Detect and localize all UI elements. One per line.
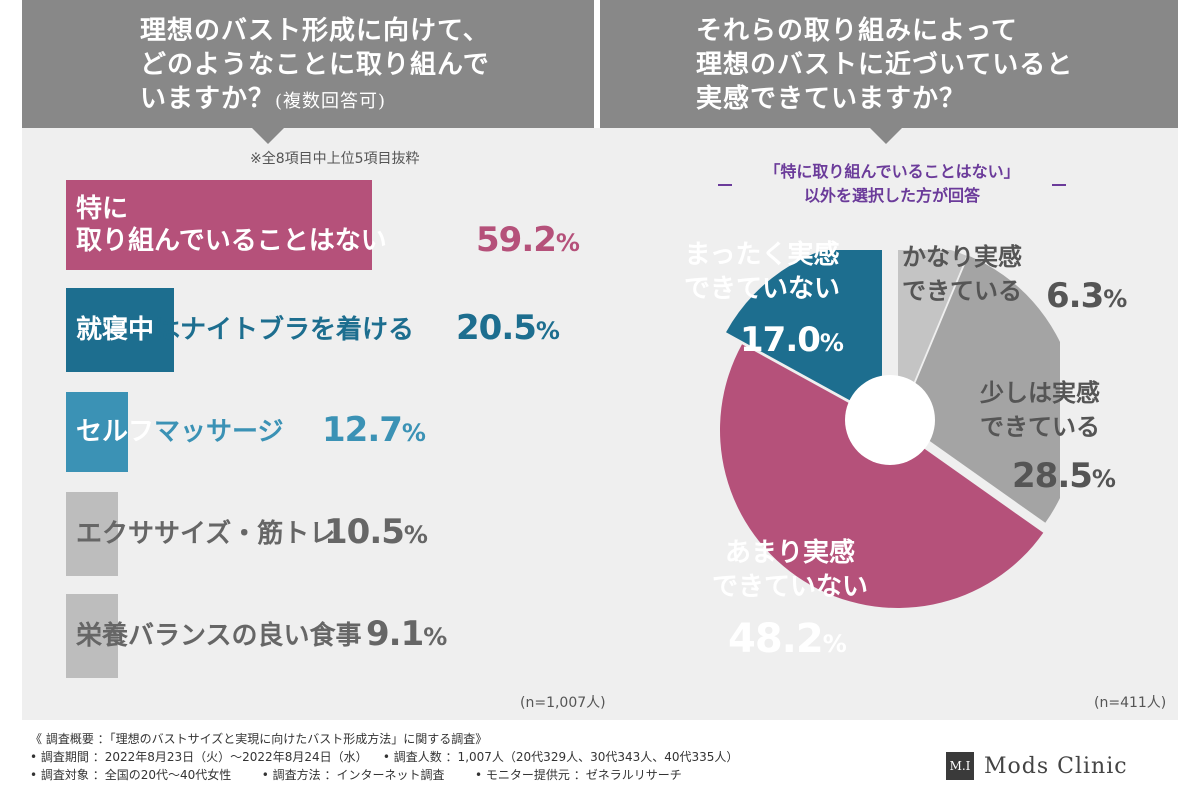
pie-hole	[845, 375, 935, 465]
pie-slice-1	[898, 250, 967, 420]
bar-value-3: 12.7%	[322, 410, 426, 450]
footer-line-3: • 調査対象 ：全国の20代〜40代女性 • 調査方法 ：インターネット調査 •…	[30, 768, 682, 782]
footer-line-2: • 調査期間 ：2022年8月23日（火）〜2022年8月24日（水） • 調査…	[30, 750, 739, 764]
bar-5	[66, 594, 118, 678]
bar-4	[66, 492, 118, 576]
pie-note: 「特に取り組んでいることはない」 以外を選択した方が回答	[764, 162, 1020, 205]
pie-label-2: 少しは実感 できている	[980, 379, 1100, 441]
pie-slice-4	[726, 250, 882, 418]
pie-note-dash-right	[1052, 184, 1066, 186]
pie-slice-3	[720, 344, 1044, 608]
left-question-title: 理想のバスト形成に向けて、 どのようなことに取り組んで いますか？(複数回答可)	[140, 16, 490, 114]
left-note: ※全8項目中上位5項目抜粋	[250, 151, 420, 167]
bar-label-on-3: セルフ	[76, 417, 155, 447]
right-header-arrow	[870, 128, 902, 144]
bar-value-4: 10.5%	[324, 512, 428, 552]
bar-2	[66, 288, 174, 372]
bar-1	[66, 180, 372, 270]
left-question-header: 理想のバスト形成に向けて、 どのようなことに取り組んで いますか？(複数回答可)	[22, 0, 594, 144]
right-question-title: それらの取り組みによって 理想のバストに近づいていると 実感できていますか？	[696, 16, 1074, 114]
bar-label-off-5: 栄養バランスの良い食事	[76, 621, 362, 651]
bar-value-2: 20.5%	[456, 308, 560, 348]
footer-line-1: 《 調査概要 ：「理想のバストサイズと実現に向けたバスト形成方法」に関する調査》	[30, 732, 488, 746]
bar-value-1: 59.2%	[476, 220, 580, 260]
pie-note-dash-left	[718, 184, 732, 186]
brand-mark: M.I	[946, 752, 974, 780]
bar-label-3: セルフマッサージ	[76, 416, 284, 448]
pie-label-4: まったく実感 できていない	[684, 240, 841, 304]
brand-logo: M.I Mods Clinic	[946, 752, 1128, 780]
pie-value-2: 28.5%	[1012, 456, 1116, 496]
left-header-arrow	[252, 128, 284, 144]
pie-value-3: 48.2%	[728, 616, 847, 662]
pie-chart	[720, 250, 1060, 608]
survey-footer: 《 調査概要 ：「理想のバストサイズと実現に向けたバスト形成方法」に関する調査》…	[30, 730, 738, 784]
pie-value-4: 17.0%	[740, 320, 844, 360]
bar-3	[66, 392, 128, 472]
bar-value-5: 9.1%	[366, 614, 447, 654]
bar-label-off-3: マッサージ	[154, 417, 284, 447]
pie-chart-n: (n=411人)	[1094, 695, 1167, 711]
bar-label-5: 栄養バランスの良い食事	[76, 620, 361, 652]
pie-label-3: あまり実感 できていない	[712, 538, 869, 602]
bar-label-1: 特に 取り組んでいることはない	[76, 193, 387, 257]
right-question-header: それらの取り組みによって 理想のバストに近づいていると 実感できていますか？	[600, 0, 1178, 144]
bar-label-4: エクササイズ・筋トレ	[76, 518, 335, 550]
brand-name: Mods Clinic	[984, 753, 1128, 779]
pie-value-1: 6.3%	[1046, 276, 1127, 316]
bar-label-2: 就寝中はナイトブラを着ける	[76, 314, 414, 346]
pie-slice-2	[900, 255, 1060, 523]
bar-label-on-1: 特に 取り組んでいることはない	[76, 194, 387, 256]
bar-label-off-2: はナイトブラを着ける	[154, 315, 415, 345]
bar-label-on-2: 就寝中	[76, 315, 155, 345]
bar-chart-n: (n=1,007人)	[520, 695, 606, 711]
pie-label-1: かなり実感 できている	[902, 243, 1022, 305]
bar-label-off-4: エクササイズ・筋トレ	[76, 519, 336, 549]
